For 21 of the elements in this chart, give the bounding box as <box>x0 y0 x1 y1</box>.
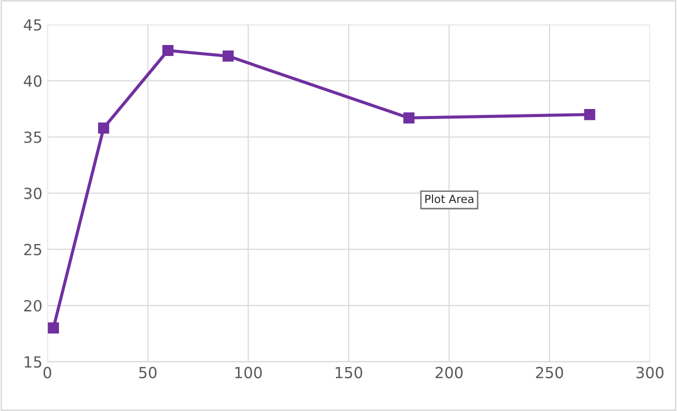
point <box>584 108 596 120</box>
x-tick-label: 300 <box>636 366 664 378</box>
x-tick-label: 150 <box>336 366 362 378</box>
y-tick-label: 25 <box>24 244 42 256</box>
y-tick-label: 15 <box>24 356 42 368</box>
point <box>162 44 174 56</box>
x-tick-label: 0 <box>44 366 52 378</box>
x-tick-label: 200 <box>436 366 463 378</box>
y-tick-label: 45 <box>24 19 42 31</box>
y-tick-label: 30 <box>24 188 42 200</box>
point <box>222 50 234 62</box>
x-tick-label: 100 <box>235 366 262 378</box>
point <box>98 122 110 134</box>
y-tick-label: 40 <box>24 75 42 87</box>
x-tick-label: 50 <box>139 366 157 378</box>
x-tick-label: 250 <box>536 366 564 378</box>
y-tick-label: 20 <box>24 300 42 312</box>
annotation: Plot Area <box>425 194 474 204</box>
y-tick-label: 35 <box>24 131 42 144</box>
point <box>48 322 59 334</box>
point <box>403 112 414 124</box>
